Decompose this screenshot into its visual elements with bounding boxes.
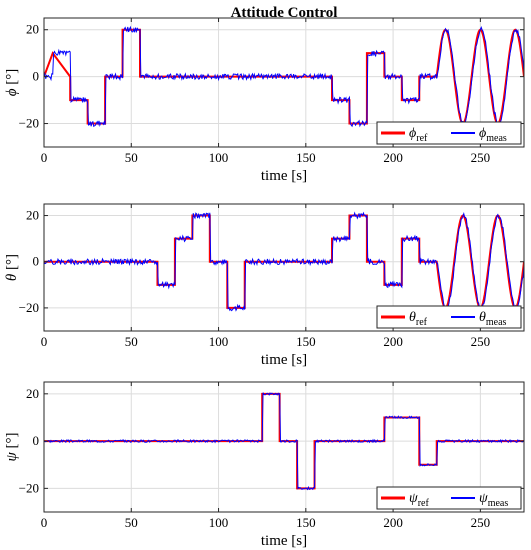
yaw-xtick-label: 150 [296,515,316,530]
roll-xlabel: time [s] [261,168,307,184]
yaw-xtick-label: 0 [41,515,48,530]
roll-ylabel: ϕ [°] [4,69,20,97]
roll-xtick-label: 100 [209,150,229,165]
yaw-xtick-label: 200 [383,515,403,530]
roll-xtick-label: 200 [383,150,403,165]
roll-xtick-label: 150 [296,150,316,165]
roll-ytick-label: 20 [26,22,39,37]
yaw-axes-frame [43,381,525,513]
roll-ytick-label: −20 [19,116,39,131]
pitch-xlabel: time [s] [261,352,307,368]
pitch-legend: θref θmeas [376,305,522,329]
roll-xtick-label: 50 [125,150,138,165]
roll-xtick-label: 250 [471,150,491,165]
roll-subplot: 0 50 100 150 200 250 −20 0 20 time [s] ϕ [°] ϕref ϕm… [4,17,525,184]
pitch-ytick-label: −20 [19,300,39,315]
yaw-ytick-label: −20 [19,480,39,495]
roll-reference-line [44,28,524,125]
yaw-ylabel: ψ [°] [4,432,20,461]
roll-measured-line [44,25,524,128]
yaw-ytick-label: 20 [26,386,39,401]
pitch-xtick-label: 250 [471,334,491,349]
pitch-ylabel: θ [°] [4,254,20,281]
pitch-xtick-label: 0 [41,334,48,349]
roll-legend-label-meas: ϕmeas [479,126,507,144]
pitch-xtick-label: 100 [209,334,229,349]
pitch-legend-box [376,305,522,329]
roll-axes-frame [43,17,525,148]
pitch-xtick-label: 200 [383,334,403,349]
yaw-ytick-label: 0 [33,433,40,448]
roll-ytick-label: 0 [33,69,40,84]
pitch-xtick-label: 50 [125,334,138,349]
yaw-legend-label-meas: ψmeas [479,491,508,509]
yaw-measured-line [44,392,524,491]
pitch-axes-frame [43,203,525,332]
roll-legend: ϕref ϕmeas [376,121,522,145]
pitch-subplot: 0 50 100 150 200 250 −20 0 20 time [s] θ [°] θref θm… [4,203,525,368]
pitch-measured-line [44,211,524,312]
yaw-subplot: 0 50 100 150 200 250 −20 0 20 time [s] ψ [°] ψref ψm… [4,381,525,549]
yaw-xtick-label: 50 [125,515,138,530]
roll-legend-label-ref: ϕref [409,126,428,144]
yaw-xlabel: time [s] [261,533,307,549]
yaw-xtick-label: 250 [471,515,491,530]
roll-legend-box [376,121,522,145]
yaw-legend: ψref ψmeas [376,486,522,510]
figure-title: Attitude Control [231,5,338,21]
pitch-xtick-label: 150 [296,334,316,349]
roll-xtick-label: 0 [41,150,48,165]
yaw-legend-label-ref: ψref [409,491,429,509]
pitch-ytick-label: 0 [33,254,40,269]
yaw-xtick-label: 100 [209,515,229,530]
pitch-legend-label-meas: θmeas [479,310,507,328]
pitch-ytick-label: 20 [26,208,39,223]
pitch-legend-label-ref: θref [409,310,428,328]
yaw-legend-box [376,486,522,510]
